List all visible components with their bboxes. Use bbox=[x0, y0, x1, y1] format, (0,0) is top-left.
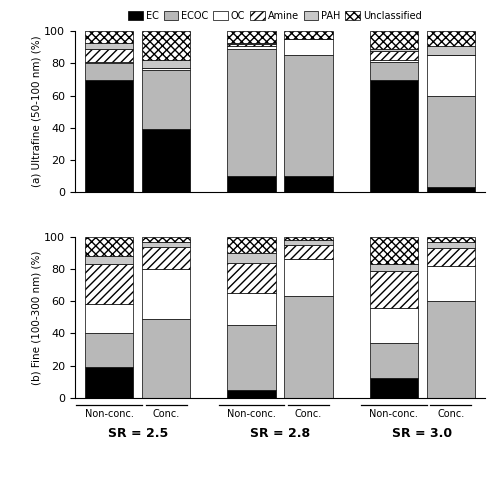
Bar bbox=[142, 70, 190, 129]
Text: Non-conc.: Non-conc. bbox=[227, 409, 276, 419]
Bar bbox=[85, 49, 134, 62]
Bar bbox=[284, 176, 333, 192]
Point bbox=[156, 395, 162, 401]
Bar bbox=[426, 187, 475, 192]
Bar bbox=[228, 176, 276, 192]
Bar bbox=[85, 334, 134, 367]
Point bbox=[106, 395, 112, 401]
Point bbox=[116, 395, 122, 401]
Bar bbox=[85, 42, 134, 49]
Bar bbox=[370, 80, 418, 192]
Bar bbox=[370, 237, 418, 264]
Y-axis label: (b) Fine (100-300 nm) (%): (b) Fine (100-300 nm) (%) bbox=[32, 250, 42, 385]
Bar bbox=[228, 389, 276, 398]
Bar bbox=[142, 129, 190, 192]
Bar bbox=[85, 367, 134, 398]
Bar bbox=[370, 378, 418, 398]
Bar bbox=[228, 293, 276, 325]
Bar bbox=[284, 245, 333, 259]
Point bbox=[142, 395, 148, 401]
Bar bbox=[284, 40, 333, 55]
Bar bbox=[85, 62, 134, 64]
Bar bbox=[426, 266, 475, 301]
Bar bbox=[228, 31, 276, 42]
Bar bbox=[426, 55, 475, 95]
Y-axis label: (a) Ultrafine (50-100 nm) (%): (a) Ultrafine (50-100 nm) (%) bbox=[32, 36, 42, 187]
Point bbox=[135, 395, 141, 401]
Text: Non-conc.: Non-conc. bbox=[370, 409, 418, 419]
Bar bbox=[370, 60, 418, 62]
Bar bbox=[85, 305, 134, 334]
Text: Conc.: Conc. bbox=[295, 409, 322, 419]
Bar bbox=[228, 49, 276, 176]
Bar bbox=[284, 240, 333, 245]
Bar bbox=[228, 46, 276, 49]
Bar bbox=[228, 42, 276, 44]
Bar bbox=[426, 46, 475, 55]
Bar bbox=[142, 31, 190, 60]
Point bbox=[136, 395, 141, 401]
Bar bbox=[142, 68, 190, 70]
Bar bbox=[426, 248, 475, 266]
Bar bbox=[228, 237, 276, 253]
Bar bbox=[426, 242, 475, 248]
Bar bbox=[228, 253, 276, 263]
Bar bbox=[142, 237, 190, 242]
Bar bbox=[85, 31, 134, 42]
Bar bbox=[370, 51, 418, 60]
Point bbox=[146, 395, 152, 401]
Bar bbox=[370, 343, 418, 378]
Point bbox=[155, 395, 161, 401]
Bar bbox=[284, 237, 333, 240]
Text: Conc.: Conc. bbox=[152, 409, 180, 419]
Bar bbox=[85, 264, 134, 305]
Text: Conc.: Conc. bbox=[437, 409, 464, 419]
Bar bbox=[370, 31, 418, 49]
Bar bbox=[426, 237, 475, 242]
Bar bbox=[85, 64, 134, 80]
Bar bbox=[142, 319, 190, 398]
Bar bbox=[284, 259, 333, 296]
Bar bbox=[85, 256, 134, 264]
Bar bbox=[284, 296, 333, 398]
Bar bbox=[228, 263, 276, 293]
Bar bbox=[228, 325, 276, 389]
Text: Non-conc.: Non-conc. bbox=[84, 409, 134, 419]
Bar bbox=[370, 264, 418, 271]
Point bbox=[161, 395, 167, 401]
Bar bbox=[142, 269, 190, 319]
Point bbox=[116, 395, 121, 401]
Text: SR = 2.5: SR = 2.5 bbox=[108, 427, 168, 440]
Bar bbox=[370, 308, 418, 343]
Bar bbox=[370, 271, 418, 308]
Legend: EC, ECOC, OC, Amine, PAH, Unclassified: EC, ECOC, OC, Amine, PAH, Unclassified bbox=[124, 7, 426, 25]
Bar bbox=[284, 31, 333, 40]
Text: SR = 3.0: SR = 3.0 bbox=[392, 427, 452, 440]
Bar bbox=[426, 301, 475, 398]
Bar bbox=[142, 247, 190, 269]
Bar bbox=[426, 95, 475, 187]
Bar bbox=[284, 55, 333, 176]
Point bbox=[122, 395, 128, 401]
Text: SR = 2.8: SR = 2.8 bbox=[250, 427, 310, 440]
Bar bbox=[426, 31, 475, 46]
Bar bbox=[85, 237, 134, 256]
Bar bbox=[142, 242, 190, 247]
Bar bbox=[142, 60, 190, 68]
Bar bbox=[85, 80, 134, 192]
Bar bbox=[370, 49, 418, 51]
Bar bbox=[370, 62, 418, 80]
Point bbox=[126, 395, 132, 401]
Bar bbox=[228, 44, 276, 46]
